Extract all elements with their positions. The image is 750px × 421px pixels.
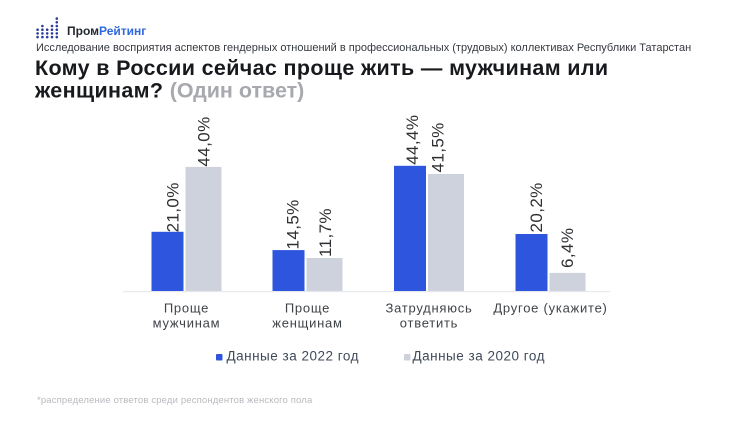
svg-text:14,5%: 14,5% xyxy=(284,199,303,249)
svg-text:Данные за 2022 год: Данные за 2022 год xyxy=(227,349,359,364)
svg-text:Данные за 2020 год: Данные за 2020 год xyxy=(413,349,545,364)
svg-text:ПромРейтинг: ПромРейтинг xyxy=(67,24,146,38)
svg-text:44,4%: 44,4% xyxy=(403,115,422,165)
svg-text:6,4%: 6,4% xyxy=(558,228,577,268)
svg-text:Кому в России сейчас проще жит: Кому в России сейчас проще жить — мужчин… xyxy=(35,56,608,80)
svg-text:41,5%: 41,5% xyxy=(429,122,448,172)
svg-text:20,2%: 20,2% xyxy=(527,182,546,232)
svg-text:мужчинам: мужчинам xyxy=(153,315,221,330)
svg-text:21,0%: 21,0% xyxy=(164,182,183,232)
svg-text:11,7%: 11,7% xyxy=(316,208,335,257)
svg-text:Проще: Проще xyxy=(285,301,330,316)
svg-text:ответить: ответить xyxy=(400,315,458,330)
svg-text:*распределение ответов среди р: *распределение ответов среди респонденто… xyxy=(37,395,313,406)
svg-text:женщинам? (Один ответ): женщинам? (Один ответ) xyxy=(34,79,304,103)
svg-text:женщинам: женщинам xyxy=(272,315,342,330)
svg-text:Другое (укажите): Другое (укажите) xyxy=(493,301,607,316)
svg-text:44,0%: 44,0% xyxy=(195,116,214,166)
svg-text:Затрудняюсь: Затрудняюсь xyxy=(386,301,473,316)
svg-text:Проще: Проще xyxy=(164,301,209,316)
svg-text:Исследование восприятия аспект: Исследование восприятия аспектов гендерн… xyxy=(36,42,691,54)
